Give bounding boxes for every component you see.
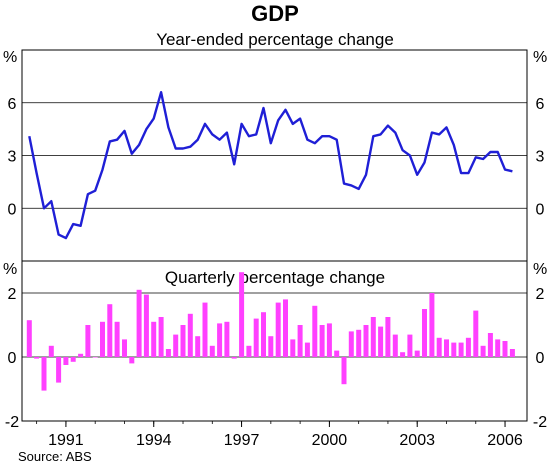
- bar: [356, 329, 362, 357]
- bar: [158, 317, 164, 357]
- bar: [180, 325, 186, 357]
- top-left-unit-label: %: [3, 49, 17, 66]
- series-line: [28, 90, 513, 240]
- x-tick-label: 1994: [136, 432, 172, 449]
- bar: [34, 357, 40, 359]
- bar: [70, 357, 76, 362]
- bar: [246, 345, 252, 357]
- bottom-left-unit-label: %: [3, 261, 17, 278]
- bar: [253, 318, 259, 357]
- bar: [217, 323, 223, 357]
- bar: [297, 325, 303, 357]
- bar: [319, 325, 325, 357]
- bar: [129, 357, 135, 364]
- bar: [143, 294, 149, 357]
- source-note: Source: ABS: [18, 449, 92, 464]
- y-tick-label-right: -2: [533, 414, 547, 431]
- bar: [92, 357, 98, 358]
- bar: [173, 334, 179, 357]
- bar: [444, 339, 449, 357]
- bar: [26, 320, 32, 357]
- bar: [385, 317, 391, 357]
- bar: [392, 334, 398, 357]
- bar: [370, 317, 376, 357]
- plot-frame: [21, 49, 528, 422]
- bar: [283, 299, 288, 357]
- bar: [473, 310, 479, 357]
- bar: [407, 334, 413, 357]
- y-tick-label-right: 0: [536, 201, 545, 218]
- bar: [363, 325, 369, 357]
- bar: [502, 341, 508, 357]
- x-tick-label: 1997: [224, 432, 260, 449]
- bar: [458, 342, 464, 357]
- x-tick-label: 2000: [312, 432, 348, 449]
- x-tick-label: 2006: [487, 432, 523, 449]
- bar: [312, 305, 318, 357]
- top-panel-subtitle: Year-ended percentage change: [156, 30, 394, 49]
- bar: [509, 349, 515, 357]
- bar: [495, 339, 501, 357]
- bar: [107, 304, 113, 357]
- y-tick-label-left: 0: [8, 201, 17, 218]
- bar: [187, 313, 193, 357]
- bar: [487, 333, 493, 357]
- bar: [136, 289, 142, 357]
- bar: [275, 302, 281, 357]
- bar: [429, 293, 435, 357]
- y-tick-label-right: 2: [536, 286, 545, 303]
- bar: [414, 350, 420, 357]
- bar: [85, 325, 91, 357]
- bottom-right-unit-label: %: [533, 261, 547, 278]
- bar: [100, 321, 105, 357]
- bar: [436, 337, 442, 357]
- bar: [465, 337, 471, 357]
- bar: [451, 342, 457, 357]
- bar: [400, 352, 406, 357]
- bar: [56, 357, 62, 383]
- bar: [209, 345, 215, 357]
- bar: [151, 321, 157, 357]
- bar: [378, 326, 384, 357]
- bar: [202, 302, 208, 357]
- chart-title: GDP: [251, 1, 299, 26]
- bar: [348, 331, 354, 357]
- y-tick-label-right: 3: [536, 149, 545, 166]
- bar: [78, 353, 84, 357]
- x-tick-label: 1991: [48, 432, 84, 449]
- y-tick-label-left: 2: [8, 286, 17, 303]
- bar: [122, 339, 127, 357]
- bar: [304, 342, 310, 357]
- bar: [165, 349, 171, 357]
- bar: [231, 357, 237, 359]
- bar: [334, 350, 340, 357]
- bar: [41, 357, 47, 391]
- bar: [48, 345, 54, 357]
- bar: [239, 272, 245, 357]
- y-tick-label-right: 6: [536, 96, 545, 113]
- bar: [195, 336, 201, 357]
- bar: [326, 323, 332, 357]
- x-tick-label: 2003: [399, 432, 435, 449]
- bar: [480, 345, 486, 357]
- bar: [114, 321, 120, 357]
- y-tick-label-left: -2: [5, 414, 19, 431]
- top-right-unit-label: %: [533, 49, 547, 66]
- bar: [422, 309, 427, 357]
- bottom-panel-subtitle: Quarterly percentage change: [165, 268, 385, 287]
- y-tick-label-left: 3: [8, 149, 17, 166]
- y-tick-label-right: 0: [536, 350, 545, 367]
- bar: [224, 321, 230, 357]
- bar: [63, 357, 69, 365]
- y-tick-label-left: 6: [8, 96, 17, 113]
- y-tick-label-left: 0: [8, 350, 17, 367]
- bar: [268, 336, 274, 357]
- bar: [261, 312, 266, 357]
- bar: [290, 339, 296, 357]
- bar: [341, 357, 347, 385]
